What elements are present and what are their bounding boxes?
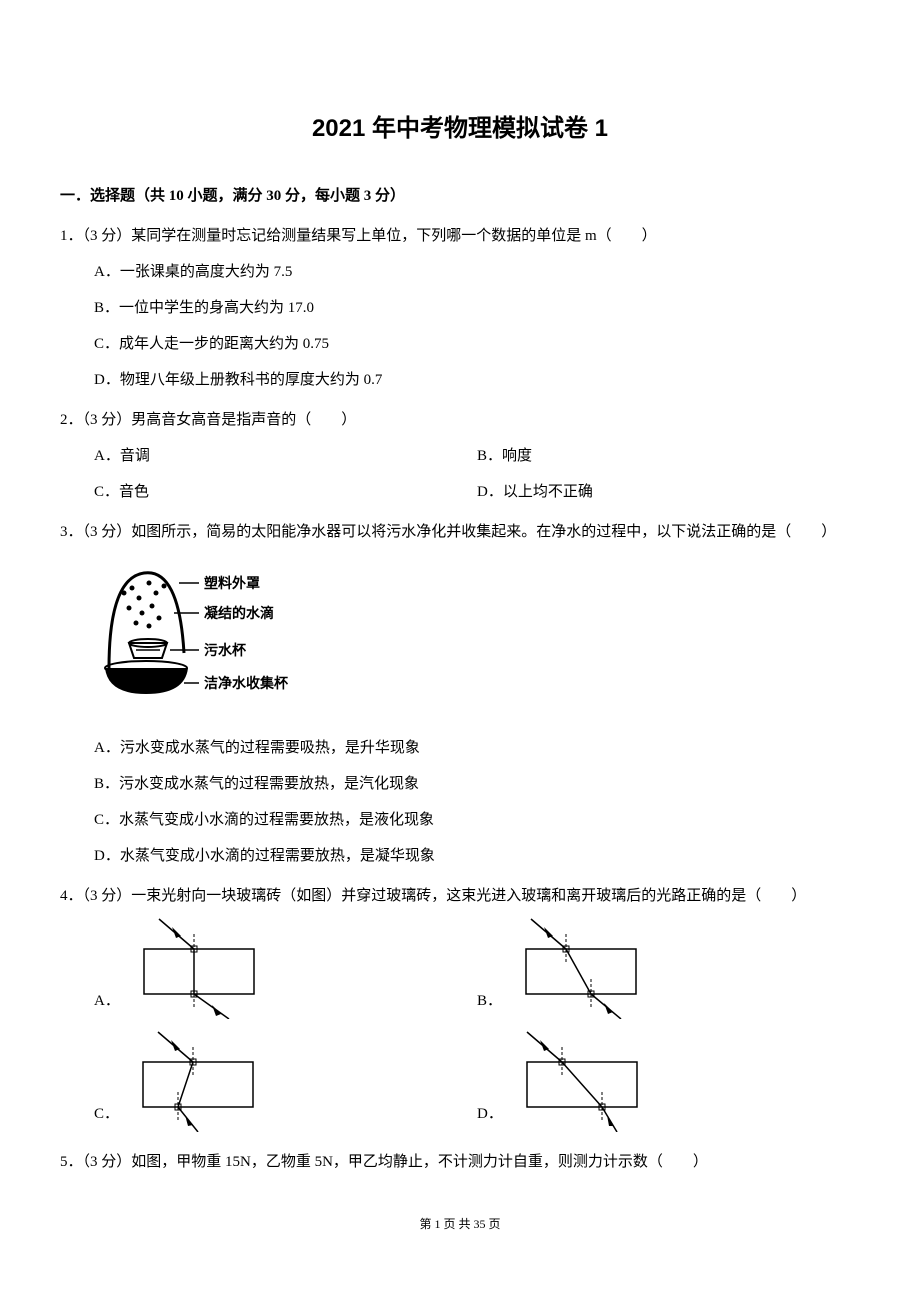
question-1: 1．（3 分）某同学在测量时忘记给测量结果写上单位，下列哪一个数据的单位是 m（… xyxy=(60,218,860,398)
page-title: 2021 年中考物理模拟试卷 1 xyxy=(60,100,860,158)
q2-stem: 2．（3 分）男高音女高音是指声音的（ ） xyxy=(60,402,860,438)
q4-letter-d: D． xyxy=(477,1096,503,1132)
question-5: 5．（3 分）如图，甲物重 15N，乙物重 5N，甲乙均静止，不计测力计自重，则… xyxy=(60,1144,860,1180)
q2-option-a: A．音调 xyxy=(94,438,477,474)
refraction-diagram-c-icon xyxy=(123,1027,273,1132)
q2-options: A．音调 C．音色 B．响度 D．以上均不正确 xyxy=(60,438,860,510)
q3-option-b: B．污水变成水蒸气的过程需要放热，是汽化现象 xyxy=(94,766,860,802)
q3-stem: 3．（3 分）如图所示，简易的太阳能净水器可以将污水净化并收集起来。在净水的过程… xyxy=(60,514,860,550)
q3-option-d: D．水蒸气变成小水滴的过程需要放热，是凝华现象 xyxy=(94,838,860,874)
q3-diagram: 塑料外罩 凝结的水滴 污水杯 洁净水收集杯 xyxy=(94,558,860,722)
q3-option-a: A．污水变成水蒸气的过程需要吸热，是升华现象 xyxy=(94,730,860,766)
page-footer: 第 1 页 共 35 页 xyxy=(60,1210,860,1239)
q4-stem: 4．（3 分）一束光射向一块玻璃砖（如图）并穿过玻璃砖，这束光进入玻璃和离开玻璃… xyxy=(60,878,860,914)
q4-letter-c: C． xyxy=(94,1096,119,1132)
refraction-diagram-b-icon xyxy=(506,914,656,1019)
q4-option-d: D． xyxy=(477,1027,860,1132)
refraction-diagram-a-icon xyxy=(124,914,274,1019)
label-clean: 洁净水收集杯 xyxy=(204,675,289,692)
label-cover: 塑料外罩 xyxy=(204,575,260,592)
question-3: 3．（3 分）如图所示，简易的太阳能净水器可以将污水净化并收集起来。在净水的过程… xyxy=(60,514,860,874)
q1-option-c: C．成年人走一步的距离大约为 0.75 xyxy=(94,326,860,362)
question-2: 2．（3 分）男高音女高音是指声音的（ ） A．音调 C．音色 B．响度 D．以… xyxy=(60,402,860,510)
q1-option-a: A．一张课桌的高度大约为 7.5 xyxy=(94,254,860,290)
q2-option-d: D．以上均不正确 xyxy=(477,474,860,510)
q1-stem: 1．（3 分）某同学在测量时忘记给测量结果写上单位，下列哪一个数据的单位是 m（… xyxy=(60,218,860,254)
solar-purifier-icon: 塑料外罩 凝结的水滴 污水杯 洁净水收集杯 xyxy=(94,558,334,708)
q2-option-b: B．响度 xyxy=(477,438,860,474)
refraction-diagram-d-icon xyxy=(507,1027,657,1132)
label-droplets: 凝结的水滴 xyxy=(204,605,274,622)
q4-option-b: B． xyxy=(477,914,860,1019)
q3-options: A．污水变成水蒸气的过程需要吸热，是升华现象 B．污水变成水蒸气的过程需要放热，… xyxy=(60,730,860,874)
section-header: 一．选择题（共 10 小题，满分 30 分，每小题 3 分） xyxy=(60,178,860,214)
q1-options: A．一张课桌的高度大约为 7.5 B．一位中学生的身高大约为 17.0 C．成年… xyxy=(60,254,860,398)
label-dirty: 污水杯 xyxy=(204,642,247,659)
q2-option-c: C．音色 xyxy=(94,474,477,510)
q4-option-a: A． xyxy=(94,914,477,1019)
q4-letter-b: B． xyxy=(477,983,502,1019)
q3-option-c: C．水蒸气变成小水滴的过程需要放热，是液化现象 xyxy=(94,802,860,838)
question-4: 4．（3 分）一束光射向一块玻璃砖（如图）并穿过玻璃砖，这束光进入玻璃和离开玻璃… xyxy=(60,878,860,1140)
q1-option-d: D．物理八年级上册教科书的厚度大约为 0.7 xyxy=(94,362,860,398)
q4-letter-a: A． xyxy=(94,983,120,1019)
q4-option-c: C． xyxy=(94,1027,477,1132)
q4-options: A． B． xyxy=(60,914,860,1140)
q1-option-b: B．一位中学生的身高大约为 17.0 xyxy=(94,290,860,326)
q5-stem: 5．（3 分）如图，甲物重 15N，乙物重 5N，甲乙均静止，不计测力计自重，则… xyxy=(60,1144,860,1180)
